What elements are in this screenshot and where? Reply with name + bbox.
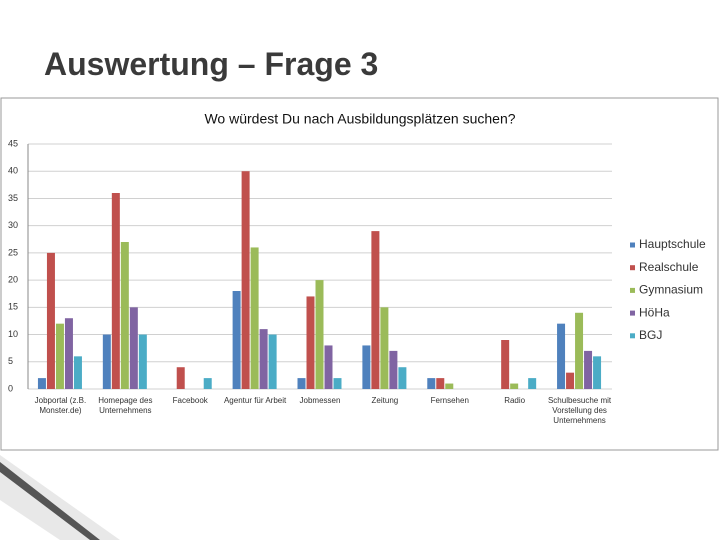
legend-label: Gymnasium [639, 283, 703, 297]
bar [232, 291, 241, 389]
bar [259, 329, 268, 389]
bar [297, 378, 306, 389]
decor [0, 455, 120, 540]
legend-swatch [630, 333, 635, 339]
bar [371, 231, 380, 389]
bar [380, 307, 389, 389]
bar [102, 334, 111, 389]
bar [427, 378, 436, 389]
bar [389, 350, 398, 389]
y-tick-label: 15 [8, 302, 18, 312]
y-tick-label: 30 [8, 220, 18, 230]
y-tick-label: 40 [8, 166, 18, 176]
bar [398, 367, 407, 389]
x-tick-label: Jobportal (z.B. Monster.de) [34, 396, 87, 415]
bar [557, 323, 566, 389]
bar [315, 280, 324, 389]
bar [306, 296, 315, 389]
bar [176, 367, 185, 389]
y-tick-label: 25 [8, 247, 18, 257]
legend-label: BGJ [639, 328, 662, 342]
bar [250, 247, 259, 389]
bar [129, 307, 138, 389]
y-tick-label: 0 [8, 383, 13, 393]
legend-label: Hauptschule [639, 237, 706, 251]
legend-swatch [630, 265, 635, 271]
bar [241, 171, 250, 389]
bar [203, 378, 212, 389]
legend-label: HöHa [639, 305, 670, 319]
legend-label: Realschule [639, 260, 699, 274]
x-tick-label: Fernsehen [430, 396, 469, 405]
y-tick-label: 35 [8, 193, 18, 203]
decor [0, 462, 100, 540]
bar [445, 383, 454, 389]
bar [55, 323, 64, 389]
bar [501, 340, 510, 389]
bar [111, 193, 120, 389]
bar [73, 356, 82, 389]
y-tick-label: 5 [8, 356, 13, 366]
bar [575, 312, 584, 389]
x-tick-label: Homepage des Unternehmens [98, 396, 153, 415]
x-tick-label: Schulbesuche mit Vorstellung des Unterne… [547, 396, 612, 425]
legend-swatch [630, 310, 635, 316]
bar [436, 378, 445, 389]
legend-swatch [630, 242, 635, 248]
x-tick-label: Agentur für Arbeit [223, 396, 287, 405]
bar [362, 345, 371, 389]
bar [324, 345, 333, 389]
bar [120, 242, 129, 389]
bar [528, 378, 537, 389]
bar [566, 372, 575, 389]
bar [593, 356, 602, 389]
bar [584, 350, 593, 389]
slide-title: Auswertung – Frage 3 [44, 46, 379, 82]
bar [510, 383, 519, 389]
x-tick-label: Facebook [172, 396, 208, 405]
x-tick-label: Jobmessen [299, 396, 341, 405]
bar [64, 318, 73, 389]
bar [46, 252, 55, 389]
chart-title: Wo würdest Du nach Ausbildungsplätzen su… [204, 111, 515, 127]
bar [268, 334, 277, 389]
y-tick-label: 45 [8, 138, 18, 148]
chart-frame [0, 97, 719, 451]
x-tick-label: Zeitung [371, 396, 399, 405]
bar [37, 378, 46, 389]
legend-swatch [630, 287, 635, 293]
x-tick-label: Radio [504, 396, 526, 405]
y-tick-label: 20 [8, 274, 18, 284]
bar [138, 334, 147, 389]
y-tick-label: 10 [8, 329, 18, 339]
bar [333, 378, 342, 389]
